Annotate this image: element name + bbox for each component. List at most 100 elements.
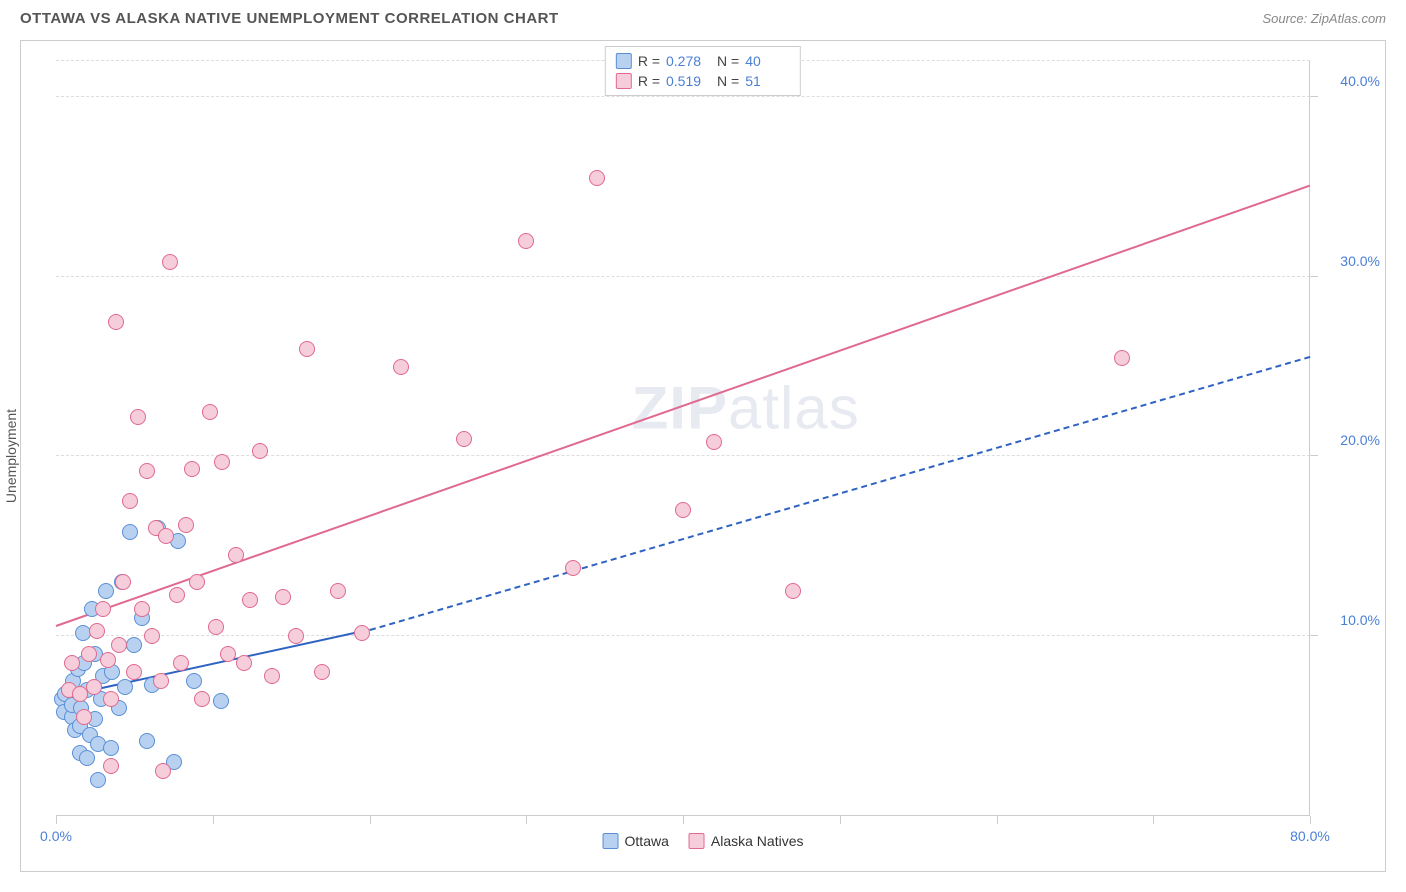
legend-label: Ottawa — [625, 833, 669, 849]
legend-item-ottawa: Ottawa — [603, 833, 669, 849]
scatter-point-alaska — [706, 434, 722, 450]
x-tick — [840, 816, 841, 824]
scatter-point-alaska — [228, 547, 244, 563]
scatter-point-alaska — [95, 601, 111, 617]
scatter-point-alaska — [354, 625, 370, 641]
x-tick — [370, 816, 371, 824]
scatter-point-alaska — [675, 502, 691, 518]
scatter-point-alaska — [126, 664, 142, 680]
gridline-h — [56, 455, 1310, 456]
scatter-point-alaska — [589, 170, 605, 186]
y-axis-label: Unemployment — [3, 409, 19, 503]
scatter-point-ottawa — [103, 740, 119, 756]
scatter-point-alaska — [208, 619, 224, 635]
stat-row-alaska: R =0.519N =51 — [616, 71, 790, 91]
scatter-point-alaska — [173, 655, 189, 671]
trend-line — [56, 185, 1311, 627]
scatter-point-alaska — [202, 404, 218, 420]
scatter-point-alaska — [81, 646, 97, 662]
scatter-point-alaska — [122, 493, 138, 509]
scatter-point-ottawa — [139, 733, 155, 749]
scatter-point-ottawa — [98, 583, 114, 599]
scatter-point-alaska — [264, 668, 280, 684]
gridline-h — [56, 635, 1310, 636]
scatter-point-alaska — [565, 560, 581, 576]
stat-n-label: N = — [717, 73, 739, 89]
scatter-point-alaska — [785, 583, 801, 599]
scatter-point-alaska — [134, 601, 150, 617]
scatter-point-ottawa — [117, 679, 133, 695]
stat-r-value: 0.519 — [666, 73, 711, 89]
x-tick — [56, 816, 57, 824]
scatter-point-ottawa — [126, 637, 142, 653]
scatter-point-alaska — [103, 691, 119, 707]
stat-r-label: R = — [638, 53, 660, 69]
scatter-point-alaska — [220, 646, 236, 662]
scatter-point-alaska — [275, 589, 291, 605]
scatter-point-ottawa — [79, 750, 95, 766]
scatter-point-alaska — [214, 454, 230, 470]
scatter-point-alaska — [242, 592, 258, 608]
x-tick — [213, 816, 214, 824]
gridline-h — [56, 96, 1310, 97]
scatter-point-alaska — [89, 623, 105, 639]
x-tick — [1153, 816, 1154, 824]
x-tick-label: 0.0% — [40, 828, 72, 844]
x-tick — [683, 816, 684, 824]
scatter-point-alaska — [194, 691, 210, 707]
scatter-point-alaska — [393, 359, 409, 375]
bottom-legend: Ottawa Alaska Natives — [597, 831, 810, 851]
scatter-point-alaska — [252, 443, 268, 459]
y-tick — [1310, 455, 1318, 456]
scatter-point-alaska — [139, 463, 155, 479]
scatter-point-alaska — [108, 314, 124, 330]
chart-frame: Unemployment ZIPatlas 10.0%20.0%30.0%40.… — [20, 40, 1386, 872]
scatter-point-alaska — [1114, 350, 1130, 366]
scatter-point-alaska — [189, 574, 205, 590]
scatter-point-ottawa — [122, 524, 138, 540]
scatter-point-alaska — [456, 431, 472, 447]
trend-line — [369, 356, 1310, 631]
y-tick — [1310, 276, 1318, 277]
x-tick-label: 80.0% — [1290, 828, 1330, 844]
scatter-point-alaska — [184, 461, 200, 477]
legend-swatch-icon — [603, 833, 619, 849]
scatter-point-alaska — [314, 664, 330, 680]
watermark-thin: atlas — [728, 375, 860, 442]
stat-n-value: 40 — [745, 53, 790, 69]
stat-swatch-icon — [616, 53, 632, 69]
stat-r-value: 0.278 — [666, 53, 711, 69]
scatter-point-alaska — [299, 341, 315, 357]
chart-title: OTTAWA VS ALASKA NATIVE UNEMPLOYMENT COR… — [20, 10, 559, 27]
x-tick — [1310, 816, 1311, 824]
gridline-h — [56, 276, 1310, 277]
scatter-point-alaska — [158, 528, 174, 544]
scatter-point-alaska — [155, 763, 171, 779]
stat-n-label: N = — [717, 53, 739, 69]
scatter-point-alaska — [76, 709, 92, 725]
stat-n-value: 51 — [745, 73, 790, 89]
y-tick-label: 20.0% — [1340, 432, 1380, 448]
scatter-point-alaska — [100, 652, 116, 668]
stat-swatch-icon — [616, 73, 632, 89]
stat-row-ottawa: R = 0.278 N = 40 — [616, 51, 790, 71]
legend-item-alaska: Alaska Natives — [689, 833, 804, 849]
scatter-point-alaska — [103, 758, 119, 774]
scatter-point-alaska — [518, 233, 534, 249]
stat-box: R = 0.278 N = 40R = 0.519 N = 51 — [605, 46, 801, 96]
scatter-point-ottawa — [213, 693, 229, 709]
x-tick — [526, 816, 527, 824]
watermark-bold: ZIP — [632, 375, 728, 442]
legend-label: Alaska Natives — [711, 833, 804, 849]
scatter-point-alaska — [64, 655, 80, 671]
scatter-point-ottawa — [186, 673, 202, 689]
y-tick-label: 10.0% — [1340, 612, 1380, 628]
scatter-point-alaska — [236, 655, 252, 671]
scatter-point-alaska — [86, 679, 102, 695]
scatter-point-alaska — [144, 628, 160, 644]
y-tick-label: 40.0% — [1340, 73, 1380, 89]
y-tick — [1310, 635, 1318, 636]
scatter-point-ottawa — [90, 772, 106, 788]
scatter-point-alaska — [288, 628, 304, 644]
legend-swatch-icon — [689, 833, 705, 849]
